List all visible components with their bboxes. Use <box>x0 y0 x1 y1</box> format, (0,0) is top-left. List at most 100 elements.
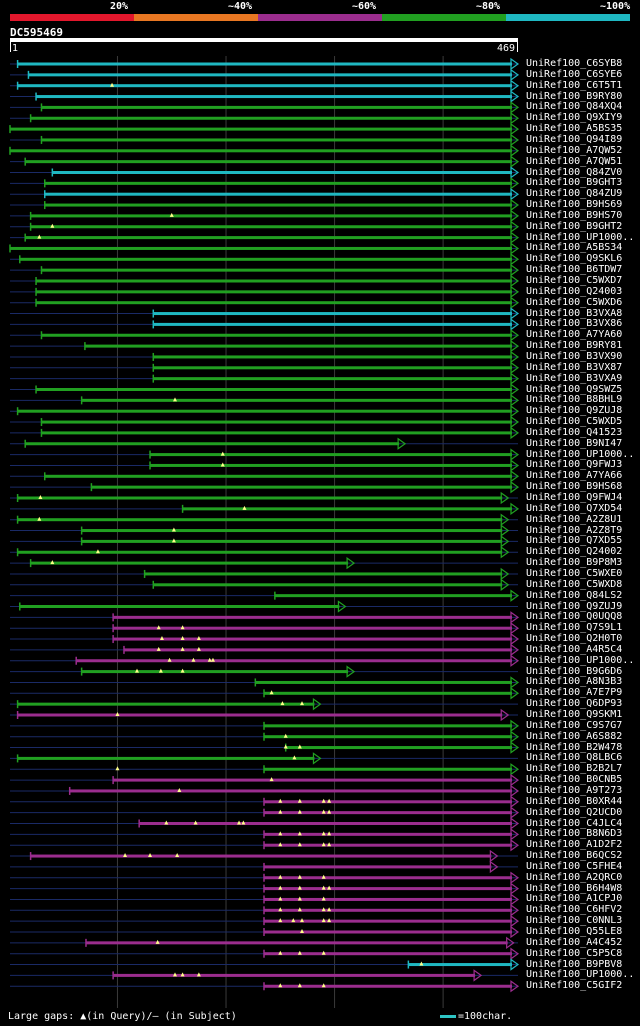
hit-segment <box>264 691 512 695</box>
hit-label[interactable]: UniRef100_A7YA66 <box>526 470 623 482</box>
hit-label[interactable]: UniRef100_B9RY81 <box>526 340 623 352</box>
hit-label[interactable]: UniRef100_Q9FWJ3 <box>526 459 623 471</box>
hit-label[interactable]: UniRef100_B3VX87 <box>526 361 623 373</box>
hit-label[interactable]: UniRef100_C5FHE4 <box>526 860 623 872</box>
hit-label[interactable]: UniRef100_Q9SKL6 <box>526 253 623 265</box>
hit-label[interactable]: UniRef100_Q9SWZ5 <box>526 383 623 395</box>
hit-label[interactable]: UniRef100_C5WXE0 <box>526 567 623 579</box>
hit-label[interactable]: UniRef100_C5WXD5 <box>526 416 623 428</box>
hit-label[interactable]: UniRef100_A6S882 <box>526 730 623 742</box>
hit-label[interactable]: UniRef100_B9RY80 <box>526 90 623 102</box>
hit-label[interactable]: UniRef100_Q8LBC6 <box>526 752 623 764</box>
hit-label[interactable]: UniRef100_A9T273 <box>526 784 623 796</box>
hit-label[interactable]: UniRef100_A2Z8U1 <box>526 513 623 525</box>
hit-label[interactable]: UniRef100_C6T5T1 <box>526 79 623 91</box>
hit-label[interactable]: UniRef100_A7QW52 <box>526 144 623 156</box>
hit-label[interactable]: UniRef100_B0XR44 <box>526 795 623 807</box>
hit-arrowhead <box>510 68 520 82</box>
hit-label[interactable]: UniRef100_A2QRC0 <box>526 871 623 883</box>
hit-label[interactable]: UniRef100_C6HFV2 <box>526 904 623 916</box>
hit-label[interactable]: UniRef100_Q41523 <box>526 426 623 438</box>
hit-label[interactable]: UniRef100_UP1000.. <box>526 231 635 243</box>
hit-label[interactable]: UniRef100_A4R5C4 <box>526 643 623 655</box>
hit-label[interactable]: UniRef100_B3VXA9 <box>526 372 623 384</box>
hit-label[interactable]: UniRef100_B9NI47 <box>526 437 623 449</box>
hit-label[interactable]: UniRef100_Q84ZV0 <box>526 166 623 178</box>
hit-label[interactable]: UniRef100_A7E7P9 <box>526 687 623 699</box>
hit-label[interactable]: UniRef100_Q9SKM1 <box>526 709 623 720</box>
hit-label[interactable]: UniRef100_UP1000.. <box>526 969 635 981</box>
hit-label[interactable]: UniRef100_C6SYB8 <box>526 58 623 69</box>
hit-arrowhead <box>510 654 520 667</box>
hit-label[interactable]: UniRef100_A2Z8T9 <box>526 524 623 536</box>
hit-label[interactable]: UniRef100_C0NNL3 <box>526 915 623 927</box>
hit-label[interactable]: UniRef100_B9HS68 <box>526 481 623 493</box>
hit-label[interactable]: UniRef100_A1CPJ0 <box>526 893 623 905</box>
legend-label: ~40% <box>228 1 253 12</box>
hit-label[interactable]: UniRef100_C5GIF2 <box>526 980 623 992</box>
hit-label[interactable]: UniRef100_C9S7G7 <box>526 719 623 731</box>
hit-arrowhead <box>510 817 520 830</box>
hit-label[interactable]: UniRef100_B9GHT3 <box>526 177 623 189</box>
hit-label[interactable]: UniRef100_A7QW51 <box>526 155 623 167</box>
hit-label[interactable]: UniRef100_B9GHT2 <box>526 220 623 232</box>
hit-segment <box>25 160 512 164</box>
hit-label[interactable]: UniRef100_C5WXD6 <box>526 296 623 308</box>
hit-label[interactable]: UniRef100_B3VX90 <box>526 350 623 362</box>
hit-label[interactable]: UniRef100_Q94I89 <box>526 133 623 145</box>
hit-arrowhead <box>510 133 520 147</box>
legend-band <box>382 14 506 21</box>
hit-label[interactable]: UniRef100_B0CNB5 <box>526 774 623 786</box>
hit-label[interactable]: UniRef100_B2B2L7 <box>526 763 623 775</box>
hit-label[interactable]: UniRef100_Q7S9L1 <box>526 622 623 634</box>
hit-label[interactable]: UniRef100_B3VXA8 <box>526 307 623 319</box>
hit-label[interactable]: UniRef100_B9PBV8 <box>526 958 623 970</box>
hit-label[interactable]: UniRef100_Q7XD54 <box>526 502 623 514</box>
hit-label[interactable]: UniRef100_B2W478 <box>526 741 623 753</box>
hit-label[interactable]: UniRef100_UP1000.. <box>526 654 635 666</box>
hit-arrowhead <box>510 719 520 733</box>
hit-label[interactable]: UniRef100_A7YA60 <box>526 329 623 341</box>
hit-label[interactable]: UniRef100_Q0UQQ8 <box>526 611 623 623</box>
hit-label[interactable]: UniRef100_B3VX86 <box>526 318 623 330</box>
hit-label[interactable]: UniRef100_C5WXD7 <box>526 275 623 286</box>
hit-label[interactable]: UniRef100_B9HS69 <box>526 199 623 211</box>
hit-label[interactable]: UniRef100_Q24003 <box>526 285 623 297</box>
hit-arrowhead <box>510 795 520 808</box>
hit-label[interactable]: UniRef100_Q84ZU9 <box>526 188 623 200</box>
hit-label[interactable]: UniRef100_C5WXD8 <box>526 578 623 590</box>
hit-label[interactable]: UniRef100_A8N3B3 <box>526 676 623 688</box>
hit-label[interactable]: UniRef100_B6TDW7 <box>526 264 623 276</box>
gap-marker <box>321 918 326 923</box>
hit-label[interactable]: UniRef100_A5BS35 <box>526 123 623 135</box>
hit-label[interactable]: UniRef100_Q7XD55 <box>526 535 623 547</box>
query-name: DC595469 <box>10 26 63 39</box>
hit-label[interactable]: UniRef100_B6QCS2 <box>526 850 623 862</box>
hit-label[interactable]: UniRef100_Q9ZUJ8 <box>526 405 623 417</box>
hit-label[interactable]: UniRef100_A4C452 <box>526 936 623 948</box>
hit-label[interactable]: UniRef100_B9P8M3 <box>526 557 623 569</box>
hit-segment <box>36 95 513 99</box>
hit-segment <box>153 583 503 587</box>
hit-label[interactable]: UniRef100_Q9FWJ4 <box>526 492 623 503</box>
hit-label[interactable]: UniRef100_C5P5C8 <box>526 947 623 959</box>
hit-label[interactable]: UniRef100_B8BHL9 <box>526 394 623 406</box>
hit-label[interactable]: UniRef100_C6SYE6 <box>526 68 623 80</box>
hit-label[interactable]: UniRef100_A5BS34 <box>526 242 623 254</box>
hit-label[interactable]: UniRef100_C4JLC4 <box>526 817 623 829</box>
hit-label[interactable]: UniRef100_Q84XQ4 <box>526 101 623 113</box>
hit-label[interactable]: UniRef100_Q9ZUJ9 <box>526 600 623 612</box>
hit-label[interactable]: UniRef100_Q24002 <box>526 546 623 558</box>
hit-label[interactable]: UniRef100_A1D2F2 <box>526 839 623 851</box>
hit-label[interactable]: UniRef100_Q55LE8 <box>526 926 623 937</box>
hit-label[interactable]: UniRef100_UP1000.. <box>526 448 635 460</box>
hit-label[interactable]: UniRef100_Q9XIY9 <box>526 112 623 124</box>
hit-label[interactable]: UniRef100_Q84LS2 <box>526 589 623 601</box>
hit-label[interactable]: UniRef100_B9HS70 <box>526 209 623 221</box>
hit-label[interactable]: UniRef100_B9G6D6 <box>526 665 623 677</box>
hit-label[interactable]: UniRef100_B6H4W8 <box>526 882 623 894</box>
hit-label[interactable]: UniRef100_Q6DP93 <box>526 698 623 710</box>
hit-label[interactable]: UniRef100_Q2H0T0 <box>526 633 623 645</box>
hit-label[interactable]: UniRef100_B8N6D3 <box>526 828 623 840</box>
hit-label[interactable]: UniRef100_Q2UCD0 <box>526 806 623 818</box>
